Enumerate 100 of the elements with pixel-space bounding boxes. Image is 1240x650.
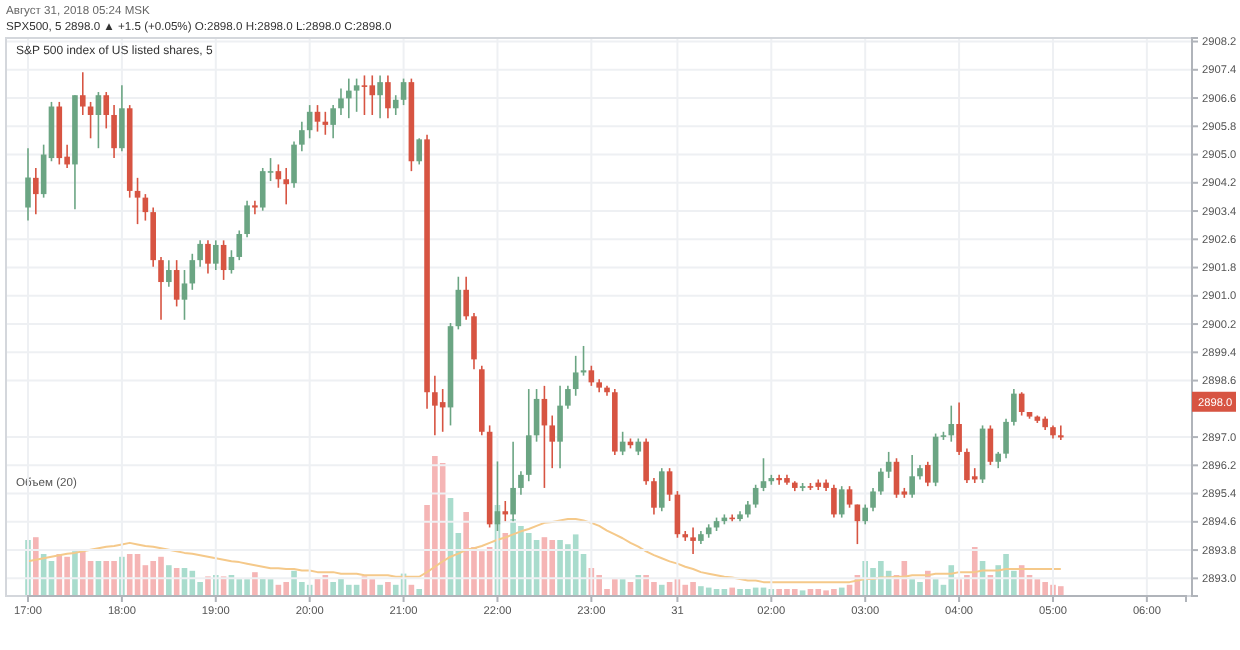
bar xyxy=(291,570,297,596)
candlestick xyxy=(846,485,853,509)
candlestick xyxy=(565,385,571,410)
candlestick xyxy=(338,87,344,116)
bar xyxy=(79,549,86,596)
candlestick xyxy=(197,239,203,268)
bar xyxy=(244,579,250,596)
candlestick xyxy=(651,477,657,516)
candlestick xyxy=(330,104,336,140)
candlestick xyxy=(964,447,970,484)
bar xyxy=(338,577,344,596)
candlestick xyxy=(557,385,563,469)
bar xyxy=(111,561,117,596)
candlestick xyxy=(385,74,391,119)
candlestick xyxy=(432,374,438,437)
bar xyxy=(643,575,649,596)
bar xyxy=(432,456,438,596)
bar xyxy=(878,561,884,596)
candlestick xyxy=(369,74,376,116)
bar xyxy=(776,589,782,596)
candlestick xyxy=(471,312,477,371)
bar xyxy=(56,554,63,596)
candlestick xyxy=(588,364,595,387)
candlestick xyxy=(776,474,782,486)
bar xyxy=(658,584,665,596)
bar xyxy=(72,551,78,596)
bar xyxy=(745,589,751,596)
candlestick xyxy=(283,167,289,206)
candlestick xyxy=(173,259,180,308)
candlestick xyxy=(33,167,39,216)
candlestick xyxy=(158,256,164,321)
bar xyxy=(205,576,211,596)
bar xyxy=(557,540,563,596)
candlestick xyxy=(244,200,250,238)
candlestick xyxy=(111,104,117,159)
bar xyxy=(549,540,556,596)
bar xyxy=(572,534,579,596)
candlestick xyxy=(134,177,141,225)
bar xyxy=(948,565,955,596)
candlestick xyxy=(361,74,368,116)
candlestick xyxy=(25,147,31,222)
candlestick xyxy=(346,77,352,119)
candlestick xyxy=(1058,424,1064,441)
bar xyxy=(1003,554,1009,596)
bar xyxy=(831,589,837,596)
candlestick xyxy=(353,77,360,113)
candlestick xyxy=(212,239,219,271)
bar xyxy=(346,584,352,596)
bar xyxy=(909,579,915,596)
bar xyxy=(463,512,469,596)
candlestick xyxy=(252,200,258,216)
candlestick xyxy=(549,414,556,469)
candlestick xyxy=(181,269,188,321)
candlestick xyxy=(525,388,532,483)
bar xyxy=(259,577,266,596)
bar xyxy=(252,572,258,596)
bar xyxy=(166,565,172,596)
candlestick xyxy=(909,454,915,499)
candlestick xyxy=(878,467,884,496)
bar xyxy=(377,584,383,596)
bar xyxy=(64,556,70,596)
candlestick xyxy=(502,500,509,522)
bar xyxy=(479,551,485,596)
candlestick xyxy=(885,451,892,479)
bar xyxy=(502,533,509,596)
bar xyxy=(236,579,243,596)
bar xyxy=(690,582,696,596)
candlestick xyxy=(166,259,172,288)
bar xyxy=(1042,582,1048,596)
candlestick xyxy=(463,275,469,321)
candlestick xyxy=(259,167,266,212)
candlestick xyxy=(893,457,900,499)
bar xyxy=(791,589,798,596)
bar xyxy=(103,561,110,596)
candlestick xyxy=(925,461,931,487)
bar xyxy=(518,526,524,596)
candlestick xyxy=(236,229,243,261)
candlestick xyxy=(619,430,626,456)
candlestick xyxy=(416,137,423,166)
candlestick xyxy=(948,404,955,443)
candlestick xyxy=(392,94,399,116)
bar xyxy=(416,589,423,596)
candlestick xyxy=(103,91,110,130)
candlestick xyxy=(79,71,86,116)
candlestick xyxy=(205,239,211,275)
bar xyxy=(283,582,289,596)
bar xyxy=(737,589,743,596)
candlestick xyxy=(690,526,696,555)
bar xyxy=(1058,586,1064,596)
candlestick xyxy=(643,437,649,486)
candlestick xyxy=(1011,388,1017,427)
bar xyxy=(612,579,618,596)
bar xyxy=(635,575,642,596)
bar xyxy=(510,519,516,596)
bar xyxy=(369,579,376,596)
candlestick xyxy=(1003,417,1009,460)
bar xyxy=(698,586,704,596)
bar xyxy=(330,582,336,596)
bar xyxy=(971,547,978,596)
bar xyxy=(525,533,532,596)
